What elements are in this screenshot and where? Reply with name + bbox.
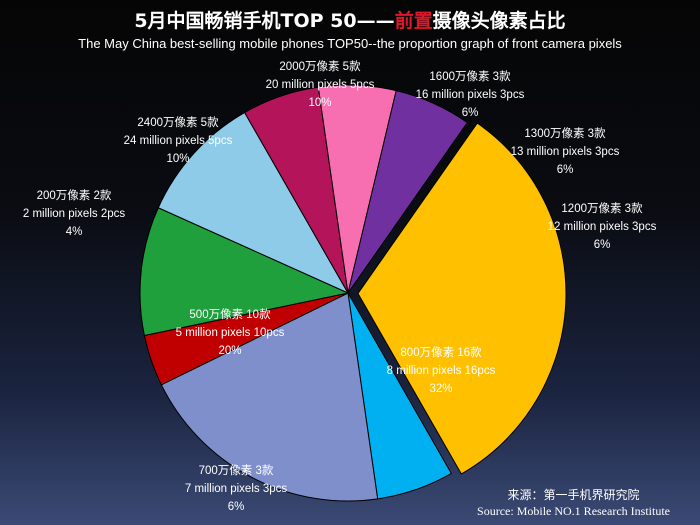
- slice-label-en: 5 million pixels 10pcs: [176, 327, 285, 339]
- slice-label-en: 16 million pixels 3pcs: [416, 89, 525, 101]
- pie-slice: [157, 111, 350, 295]
- chart-title-suffix: 摄像头像素占比: [432, 10, 566, 32]
- slice-label-en: 24 million pixels 5pcs: [124, 135, 233, 147]
- chart-title-prefix: 5月中国畅销手机TOP 50——: [134, 10, 395, 32]
- slice-label-en: 20 million pixels 5pcs: [266, 79, 375, 91]
- slice-label-en: 8 million pixels 16pcs: [387, 365, 496, 377]
- slice-percent-label: 10%: [308, 97, 331, 109]
- slice-label-cn: 1600万像素 3款: [429, 69, 511, 83]
- pie-slice: [347, 90, 469, 294]
- pie-slice: [139, 207, 350, 337]
- slice-label: 200万像素 2款 2 million pixels 2pcs 4%: [23, 188, 126, 238]
- slice-label-cn: 700万像素 3款: [199, 463, 274, 477]
- slice-label-en: 13 million pixels 3pcs: [511, 146, 620, 158]
- slice-label-cn: 500万像素 10款: [189, 307, 271, 321]
- slice-label: 800万像素 16款 8 million pixels 16pcs 32%: [387, 345, 496, 395]
- slice-percent-label: 4%: [66, 226, 83, 238]
- chart-subtitle: The May China best-selling mobile phones…: [78, 36, 622, 51]
- slice-label-cn: 800万像素 16款: [400, 345, 482, 359]
- slice-percent-label: 10%: [166, 153, 189, 165]
- slice-label-en: 7 million pixels 3pcs: [185, 483, 288, 495]
- slice-label: 2000万像素 5款 20 million pixels 5pcs 10%: [266, 59, 375, 109]
- source-note: 来源：第一手机界研究院 Source: Mobile NO.1 Research…: [477, 487, 670, 519]
- source-en: Source: Mobile NO.1 Research Institute: [477, 504, 670, 518]
- slice-label: 2400万像素 5款 24 million pixels 5pcs 10%: [124, 115, 233, 165]
- chart-title-highlight: 前置: [394, 10, 433, 32]
- slice-label-en: 12 million pixels 3pcs: [548, 221, 657, 233]
- slice-label-en: 2 million pixels 2pcs: [23, 208, 126, 220]
- slice-label-cn: 1300万像素 3款: [524, 126, 606, 140]
- slice-label-cn: 200万像素 2款: [37, 188, 112, 202]
- chart-title: 5月中国畅销手机TOP 50——前置摄像头像素占比: [0, 6, 700, 33]
- slice-percent-label: 32%: [429, 383, 452, 395]
- slice-percent-label: 6%: [228, 501, 245, 513]
- slice-percent-label: 6%: [557, 164, 574, 176]
- pie-slice: [160, 292, 379, 502]
- slice-label: 700万像素 3款 7 million pixels 3pcs 6%: [185, 463, 288, 513]
- slice-label: 1600万像素 3款 16 million pixels 3pcs 6%: [416, 69, 525, 119]
- slice-label-cn: 1200万像素 3款: [561, 201, 643, 215]
- slice-percent-label: 6%: [594, 239, 611, 251]
- slice-percent-label: 20%: [218, 345, 241, 357]
- slice-label-cn: 2400万像素 5款: [137, 115, 219, 129]
- slice-label: 500万像素 10款 5 million pixels 10pcs 20%: [176, 307, 285, 357]
- slice-label: 1200万像素 3款 12 million pixels 3pcs 6%: [548, 201, 657, 251]
- slice-percent-label: 6%: [462, 107, 479, 119]
- source-cn: 来源：第一手机界研究院: [507, 488, 640, 502]
- slice-label: 1300万像素 3款 13 million pixels 3pcs 6%: [511, 126, 620, 176]
- pie-slice: [357, 122, 567, 475]
- slice-label-cn: 2000万像素 5款: [279, 59, 361, 73]
